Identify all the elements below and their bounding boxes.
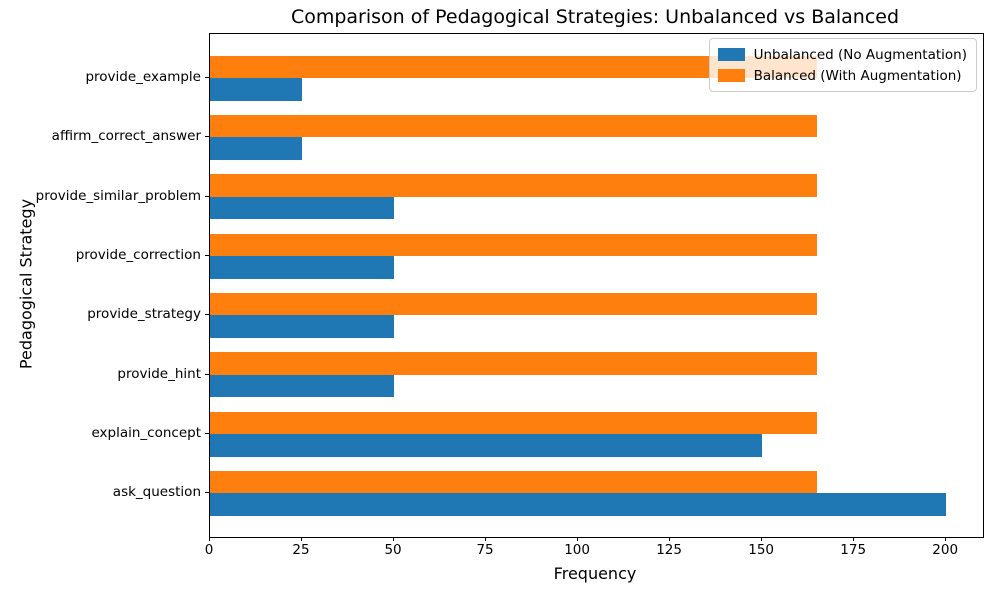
bar-balanced-explain_concept [210,411,818,435]
y-tick-mark [205,492,209,494]
plot-area: Unbalanced (No Augmentation) Balanced (W… [209,33,984,538]
bars-layer [210,34,983,537]
legend-swatch-balanced-icon [717,69,745,82]
x-tick-label-0: 0 [204,542,214,558]
x-tick-label-175: 175 [840,542,867,558]
x-tick-mark [393,537,395,541]
legend-entry-balanced: Balanced (With Augmentation) [717,65,967,86]
y-tick-mark [205,373,209,375]
bar-unbalanced-explain_concept [210,434,763,457]
bar-unbalanced-affirm_correct_answer [210,137,303,160]
bar-unbalanced-ask_question [210,493,947,516]
legend: Unbalanced (No Augmentation) Balanced (W… [708,38,977,92]
legend-label-balanced: Balanced (With Augmentation) [753,67,962,84]
x-tick-mark [577,537,579,541]
x-tick-label-200: 200 [932,542,959,558]
x-tick-label-25: 25 [292,542,310,558]
bar-unbalanced-provide_similar_problem [210,196,395,220]
x-tick-label-100: 100 [564,542,590,558]
y-axis-title: Pedagogical Strategy [16,198,36,370]
x-tick-mark [209,537,210,541]
y-tick-label-provide_similar_problem: provide_similar_problem [35,187,201,204]
y-tick-mark [205,195,209,197]
bar-balanced-ask_question [210,470,818,494]
x-tick-label-125: 125 [656,542,682,558]
y-tick-label-provide_hint: provide_hint [117,365,201,382]
chart-title: Comparison of Pedagogical Strategies: Un… [290,6,900,28]
y-tick-mark [205,314,209,316]
y-tick-mark [205,77,209,78]
y-tick-mark [205,255,209,257]
x-tick-mark [945,537,947,541]
legend-label-unbalanced: Unbalanced (No Augmentation) [753,46,967,63]
x-tick-mark [761,537,763,541]
x-tick-mark [301,537,303,541]
y-tick-label-provide_correction: provide_correction [75,247,201,264]
y-tick-label-ask_question: ask_question [112,484,201,501]
y-tick-label-provide_example: provide_example [85,69,201,85]
bar-balanced-provide_example [210,55,818,78]
bar-balanced-provide_similar_problem [210,174,818,197]
y-tick-mark [205,433,209,435]
x-tick-mark [853,537,855,541]
bar-unbalanced-provide_example [210,78,303,101]
x-axis-title: Frequency [553,564,637,583]
legend-entry-unbalanced: Unbalanced (No Augmentation) [717,44,967,65]
x-tick-mark [485,537,487,541]
y-tick-label-provide_strategy: provide_strategy [87,306,201,323]
bar-unbalanced-provide_correction [210,256,395,279]
x-tick-label-50: 50 [384,542,402,558]
bar-balanced-provide_correction [210,233,818,257]
y-tick-label-explain_concept: explain_concept [91,425,201,442]
bar-unbalanced-provide_strategy [210,315,395,338]
x-tick-label-150: 150 [748,542,775,558]
bar-balanced-affirm_correct_answer [210,114,818,138]
x-tick-mark [669,537,671,541]
bar-balanced-provide_strategy [210,292,818,316]
bar-balanced-provide_hint [210,352,818,375]
y-tick-mark [205,136,209,138]
bar-unbalanced-provide_hint [210,374,395,398]
legend-swatch-unbalanced-icon [717,48,745,61]
x-tick-label-75: 75 [476,542,494,558]
y-tick-label-affirm_correct_answer: affirm_correct_answer [51,128,201,145]
